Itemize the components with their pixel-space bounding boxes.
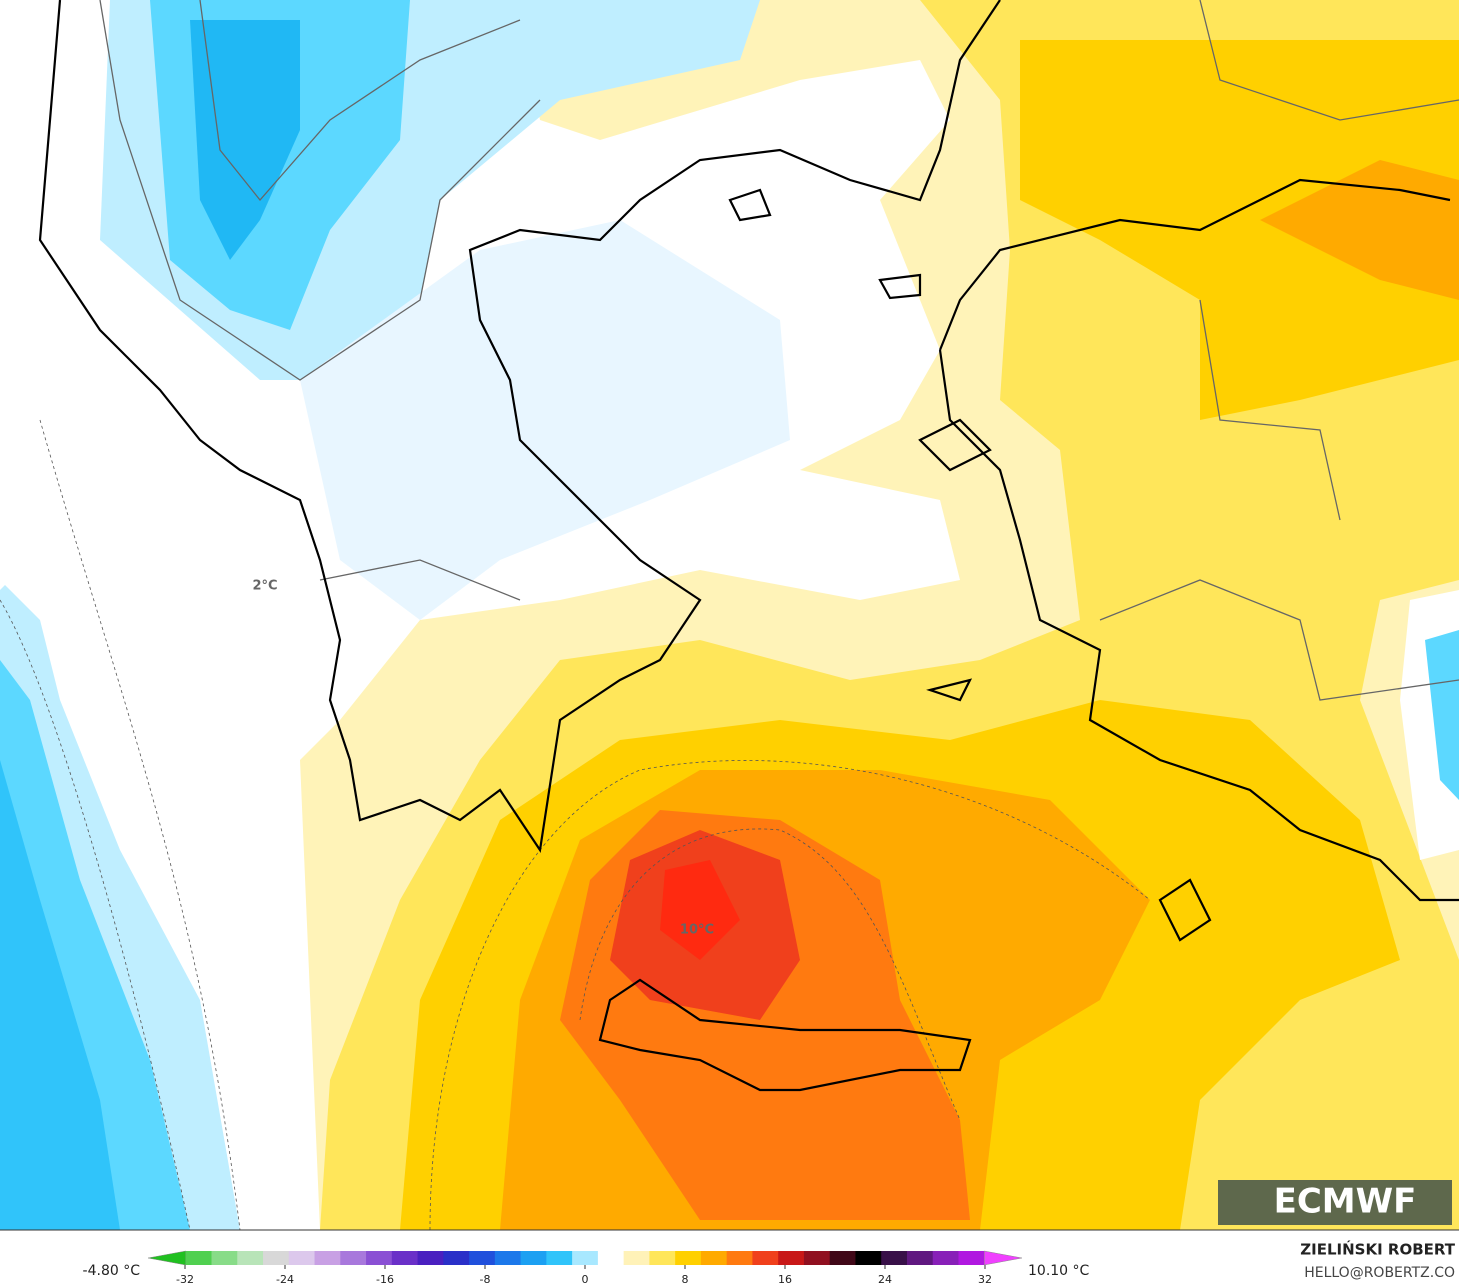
colorbar-segment <box>443 1251 470 1265</box>
colorbar-segment <box>932 1251 959 1265</box>
colorbar-segment <box>237 1251 264 1265</box>
colorbar-segment <box>803 1251 831 1265</box>
colorbar-segment <box>906 1251 934 1265</box>
colorbar-tick-label: 8 <box>682 1273 689 1286</box>
colorbar-tick-label: -24 <box>276 1273 294 1286</box>
colorbar-segment <box>700 1251 728 1265</box>
borders <box>99 0 1459 701</box>
colorbar-tick-label: -8 <box>480 1273 491 1286</box>
colorbar-segment <box>211 1251 238 1265</box>
author: ZIELIŃSKI ROBERT <box>1300 1240 1455 1259</box>
colorbar-segment <box>649 1251 676 1265</box>
map-label: 10°C <box>680 923 714 938</box>
colorbar-segment <box>675 1251 702 1265</box>
colorbar-segment <box>597 1251 625 1265</box>
contact: HELLO@ROBERTZ.CO <box>1304 1265 1455 1281</box>
colorbar-segment <box>623 1251 650 1265</box>
colorbar-segment <box>494 1251 522 1265</box>
colorbar-tick-label: -32 <box>176 1273 194 1286</box>
colorbar-segment <box>314 1251 341 1265</box>
colorbar-tick-label: -16 <box>376 1273 394 1286</box>
colorbar-segment <box>752 1251 779 1265</box>
colorbar-segment <box>263 1251 290 1265</box>
colorbar-tick-label: 0 <box>582 1273 589 1286</box>
colorbar-segment <box>391 1251 419 1265</box>
colorbar-segment <box>469 1251 496 1265</box>
colorbar-segment <box>520 1251 547 1265</box>
colorbar-segment <box>829 1251 856 1265</box>
map-label: 2°C <box>252 579 277 594</box>
colorbar-segment <box>726 1251 753 1265</box>
colorbar-segment <box>855 1251 882 1265</box>
colorbar-segment <box>288 1251 316 1265</box>
colorbar-segment <box>546 1251 573 1265</box>
colorbar-tick-label: 32 <box>978 1273 992 1286</box>
isotherms <box>0 419 1151 1231</box>
min-label: -4.80 °C <box>83 1263 141 1279</box>
colorbar-tick-label: 16 <box>778 1273 792 1286</box>
colorbar-cap <box>983 1250 1023 1266</box>
colorbar-segment <box>881 1251 908 1265</box>
colorbar-segment <box>366 1251 393 1265</box>
temperature-field <box>0 0 1459 1230</box>
colorbar: -32 -24 -16 -8 0 8 16 24 32 <box>147 1250 1023 1286</box>
colorbar-tick-label: 24 <box>878 1273 892 1286</box>
colorbar-segment <box>185 1251 213 1265</box>
colorbar-segment <box>778 1251 805 1265</box>
logo: ECMWF <box>1274 1182 1417 1222</box>
coastlines <box>38 0 1459 1092</box>
max-label: 10.10 °C <box>1028 1263 1090 1279</box>
colorbar-segment <box>572 1251 599 1265</box>
logo-box <box>1218 1180 1452 1225</box>
colorbar-segment <box>958 1251 985 1265</box>
colorbar-segment <box>340 1251 367 1265</box>
colorbar-segment <box>417 1251 444 1265</box>
